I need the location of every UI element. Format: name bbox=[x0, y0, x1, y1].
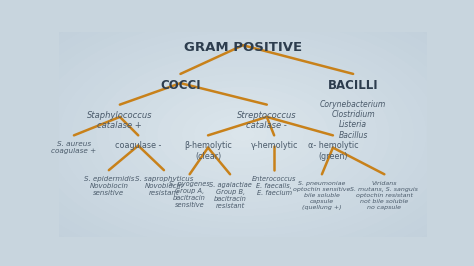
Text: S. pneumoniae
optochin sensitive
bile soluble
capsule
(quellung +): S. pneumoniae optochin sensitive bile so… bbox=[293, 181, 351, 210]
Text: S. saprophyticus
Novobiocin
resistant: S. saprophyticus Novobiocin resistant bbox=[135, 176, 193, 196]
Ellipse shape bbox=[96, 52, 390, 216]
Text: S. agalactiae
Group B,
bacitracin
resistant: S. agalactiae Group B, bacitracin resist… bbox=[209, 181, 252, 209]
Ellipse shape bbox=[231, 127, 255, 141]
Ellipse shape bbox=[169, 93, 317, 175]
Ellipse shape bbox=[10, 5, 474, 264]
Ellipse shape bbox=[35, 18, 451, 250]
Text: S. epidermidis
Novobiocin
sensitive: S. epidermidis Novobiocin sensitive bbox=[83, 176, 134, 196]
Ellipse shape bbox=[157, 86, 328, 182]
Text: S. aureus
coagulase +: S. aureus coagulase + bbox=[51, 142, 97, 155]
Text: coagulase -: coagulase - bbox=[115, 142, 162, 151]
Text: Corynebacterium
Clostridium
Listeria
Bacillus: Corynebacterium Clostridium Listeria Bac… bbox=[320, 99, 386, 140]
Text: COCCI: COCCI bbox=[160, 79, 201, 92]
Text: GRAM POSITIVE: GRAM POSITIVE bbox=[184, 41, 302, 54]
Ellipse shape bbox=[23, 11, 464, 257]
Text: S. pyogenes
Group A,
bacitracin
sensitive: S. pyogenes Group A, bacitracin sensitiv… bbox=[169, 181, 210, 209]
Text: α- hemolytic
(green): α- hemolytic (green) bbox=[308, 142, 358, 161]
Text: β-hemolytic
(clear): β-hemolytic (clear) bbox=[184, 142, 232, 161]
Text: γ-hemolytic: γ-hemolytic bbox=[250, 142, 298, 151]
Ellipse shape bbox=[47, 25, 439, 244]
Ellipse shape bbox=[182, 100, 304, 168]
Text: Staphylococcus
catalase +: Staphylococcus catalase + bbox=[87, 111, 153, 130]
Ellipse shape bbox=[120, 66, 365, 203]
Ellipse shape bbox=[145, 80, 341, 189]
Ellipse shape bbox=[59, 32, 427, 237]
Text: Viridans
S. mutans, S. sanguis
optochin resistant
not bile soluble
no capsule: Viridans S. mutans, S. sanguis optochin … bbox=[350, 181, 418, 210]
Ellipse shape bbox=[72, 39, 414, 230]
Ellipse shape bbox=[84, 45, 402, 223]
Text: Streptococcus
catalase -: Streptococcus catalase - bbox=[237, 111, 297, 130]
Ellipse shape bbox=[219, 121, 267, 148]
Ellipse shape bbox=[194, 107, 292, 162]
Text: Enterococcus
E. faecalis,
E. faecium: Enterococcus E. faecalis, E. faecium bbox=[252, 176, 296, 196]
Ellipse shape bbox=[108, 59, 378, 209]
Ellipse shape bbox=[133, 73, 353, 196]
Ellipse shape bbox=[206, 114, 280, 155]
Text: BACILLI: BACILLI bbox=[328, 79, 378, 92]
